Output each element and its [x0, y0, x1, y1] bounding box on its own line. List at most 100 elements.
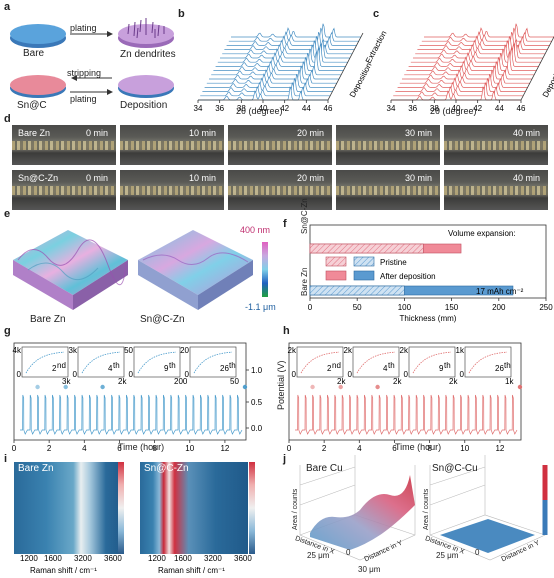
afm-top-label: 400 nm: [240, 225, 271, 235]
inset-marker-dot: [35, 384, 40, 390]
snc-cu-mesh: [440, 519, 535, 553]
xrd-snc-trace: [408, 47, 539, 67]
inset-cycle-label: 4: [383, 364, 388, 373]
thickness-bar-chart: Pristine After deposition Volume expansion…: [308, 224, 553, 323]
f-ylabel-bottom: Bare Zn: [300, 267, 309, 296]
inset-curve: [81, 351, 121, 374]
j-tick0-right: 0: [475, 548, 480, 557]
inset-marker-dot: [375, 384, 380, 390]
zn-electrode-edge: [120, 141, 224, 150]
inset-plot: [408, 346, 456, 378]
xrd-snc-trace: [406, 51, 537, 71]
panel-label-c: c: [373, 8, 380, 20]
xrd-tick-label: 38: [430, 104, 439, 113]
xrd-bare-trace: [228, 27, 359, 42]
inset-cycle-sup: th: [388, 361, 395, 370]
raman-tick-right: 3600: [234, 554, 252, 563]
time-label: 0 min: [85, 173, 108, 183]
inset-marker-dot: [63, 384, 68, 390]
zn-electrode-edge: [12, 186, 116, 195]
j-tick30-left: 30 μm: [358, 565, 381, 574]
inset-curve: [356, 351, 396, 374]
inset-ytick-zero: 0: [292, 370, 297, 379]
inset-ytick: 2k: [344, 346, 353, 355]
j-zlabel-right: Area / counts: [423, 488, 430, 530]
legend-after: After deposition: [380, 272, 436, 281]
gcd-tick-label: 12: [495, 444, 504, 453]
optical-photo: 20 min: [228, 125, 332, 165]
bare-disk: [10, 24, 66, 48]
inset-cycle-label: 26: [495, 364, 504, 373]
zn-dendrites-label: Zn dendrites: [120, 49, 176, 60]
j-tick25-left: 25 μm: [307, 551, 330, 560]
f-note: 17 mAh cm⁻²: [476, 287, 524, 296]
panel-label-f: f: [283, 218, 287, 230]
f-tick-label: 100: [398, 303, 412, 312]
j-tick25-right: 25 μm: [436, 551, 459, 560]
inset-ytick-zero: 0: [17, 370, 22, 379]
zn-electrode-edge: [228, 141, 332, 150]
xrd-bare-trace: [220, 38, 350, 59]
inset-plot: [77, 346, 125, 378]
panel-j-3d: [299, 455, 548, 561]
f-xlabel: Thickness (mm): [400, 314, 457, 323]
raman-colorbar-snc: [249, 462, 255, 554]
gcd-tick-label: 8: [427, 444, 432, 453]
xrd-bare-trace: [224, 36, 355, 50]
xrd-tick-label: 46: [517, 104, 526, 113]
deposition-disk: [118, 75, 174, 98]
time-label: 10 min: [188, 128, 216, 138]
inset-marker-dot: [100, 384, 105, 390]
inset-xtick: 200: [174, 377, 188, 386]
gcd-tick-label: 2: [47, 444, 52, 453]
xrd-bare-trace: [209, 65, 339, 80]
inset-ytick-zero: 0: [129, 370, 134, 379]
f-plot-frame: [309, 224, 547, 299]
afm-bottom-label: -1.1 μm: [245, 302, 276, 312]
zn-electrode-edge: [12, 141, 116, 150]
raman-tick-right: 3200: [204, 554, 222, 563]
afm-bare-zn: [13, 230, 128, 310]
raman-tick-left: 3200: [74, 554, 92, 563]
inset-marker-dot: [242, 384, 248, 390]
inset-curve: [412, 351, 452, 374]
inset-plot: [352, 346, 400, 378]
optical-photo: 10 min: [120, 170, 224, 210]
inset-cycle-sup: th: [169, 361, 176, 370]
raman-tick-right: 1200: [148, 554, 166, 563]
optical-photo: 0 min Sn@C-Zn: [12, 170, 116, 210]
panel-label-b: b: [178, 8, 185, 20]
gcd-tick-label: 6: [392, 444, 397, 453]
inset-ytick: 20: [180, 346, 189, 355]
inset-ytick: 2k: [400, 346, 409, 355]
legend-swatch-red-hatch: [325, 256, 347, 267]
inset-plot: [133, 346, 181, 378]
time-label: 20 min: [296, 128, 324, 138]
inset-xtick: 2k: [337, 377, 346, 386]
panel-label-e: e: [4, 208, 11, 220]
gcd-tick-label: 10: [185, 444, 194, 453]
plating-label-2: plating: [70, 94, 97, 104]
xrd-snc-trace: [393, 82, 524, 97]
xrd-bare-trace: [231, 23, 361, 38]
xrd-bare-trace: [202, 78, 333, 92]
g-xlabel: Time (hour): [118, 442, 165, 452]
xrd-bare-trace: [204, 73, 335, 88]
inset-curve: [300, 351, 340, 374]
inset-cycle-sup: th: [504, 361, 511, 370]
gcd-trace: [20, 394, 243, 435]
xrd-snc-trace: [421, 27, 552, 42]
time-label: 20 min: [296, 173, 324, 183]
gcd-tick-label: 12: [220, 444, 229, 453]
xrd-bare-trace: [206, 69, 337, 84]
inset-cycle-sup: th: [113, 361, 120, 370]
h-xlabel: Time (hour): [395, 442, 442, 452]
xrd-snc-trace: [404, 61, 535, 76]
h-ylabel: Potential (V): [276, 360, 286, 410]
xrd-snc-trace: [402, 65, 532, 80]
f-tick-label: 200: [492, 303, 506, 312]
c-xlabel: 2θ (degree): [430, 106, 477, 116]
inset-curve: [25, 351, 65, 374]
